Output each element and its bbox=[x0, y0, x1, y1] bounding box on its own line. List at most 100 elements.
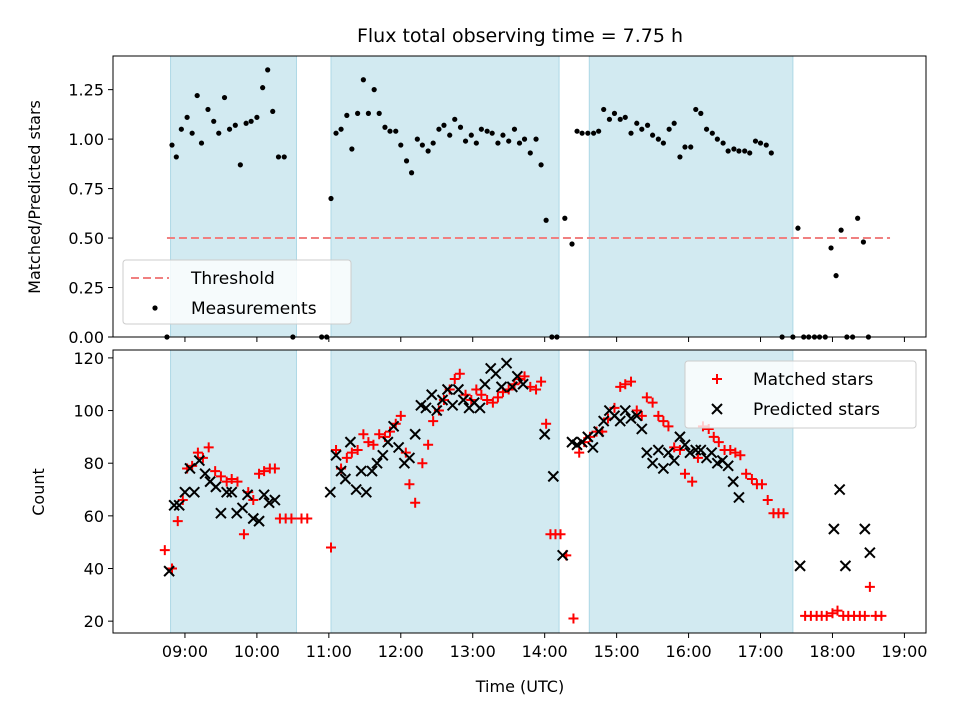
x-tick-label: 12:00 bbox=[378, 642, 424, 661]
matched-star-point bbox=[248, 495, 259, 506]
predicted-star-point bbox=[431, 404, 443, 417]
measurement-point bbox=[260, 85, 266, 91]
y-tick-label: 120 bbox=[73, 349, 104, 368]
legend-marker-swatch bbox=[152, 305, 158, 311]
measurement-point bbox=[468, 132, 474, 138]
predicted-star-point bbox=[253, 515, 265, 527]
measurement-point bbox=[178, 126, 184, 132]
predicted-star-point bbox=[864, 546, 876, 559]
predicted-star-point bbox=[636, 423, 648, 435]
measurement-point bbox=[828, 245, 834, 251]
measurement-point bbox=[237, 162, 243, 168]
matched-star-point bbox=[363, 437, 374, 448]
matched-star-point bbox=[658, 416, 669, 427]
y-tick-label: 1.00 bbox=[68, 130, 104, 149]
measurement-point bbox=[349, 146, 355, 152]
matched-star-point bbox=[636, 410, 647, 421]
x-tick-label: 14:00 bbox=[522, 642, 568, 661]
predicted-star-point bbox=[684, 446, 696, 459]
matched-star-point bbox=[568, 613, 579, 624]
measurement-point bbox=[757, 140, 764, 146]
matched-star-point bbox=[352, 445, 363, 456]
matched-star-point bbox=[725, 445, 736, 456]
measurement-point bbox=[281, 154, 287, 160]
predicted-star-point bbox=[727, 475, 739, 488]
measurement-point bbox=[731, 146, 737, 152]
measurement-point bbox=[457, 124, 464, 130]
plot-frame bbox=[112, 349, 927, 634]
ratio-panel: 0.00 0.25 0.50 0.75 1.00 1.25 Threshold Measure… bbox=[68, 55, 927, 347]
measurement-point bbox=[403, 158, 410, 164]
predicted-star-point bbox=[441, 383, 454, 396]
matched-star-point bbox=[172, 516, 183, 527]
measurement-point bbox=[639, 126, 645, 132]
matched-star-point bbox=[756, 479, 767, 490]
predicted-star-point bbox=[646, 457, 659, 469]
predicted-star-point bbox=[339, 473, 352, 485]
predicted-star-point bbox=[695, 444, 707, 456]
matched-star-point bbox=[471, 384, 482, 395]
measurement-point bbox=[430, 140, 436, 146]
matched-star-point bbox=[454, 368, 465, 379]
matched-star-point bbox=[346, 447, 357, 458]
measurement-point bbox=[833, 273, 839, 279]
measurement-point bbox=[376, 110, 382, 116]
matched-star-point bbox=[620, 379, 631, 390]
matched-star-point bbox=[192, 447, 203, 458]
measurement-point bbox=[387, 128, 393, 134]
matched-star-point bbox=[746, 473, 757, 484]
chart-title: Flux total observing time = 7.75 h bbox=[357, 25, 683, 47]
measurement-point bbox=[328, 195, 334, 202]
observing-interval-band bbox=[330, 55, 560, 338]
measurement-point bbox=[606, 116, 613, 122]
measurement-point bbox=[860, 239, 867, 245]
predicted-star-point bbox=[366, 465, 378, 477]
predicted-star-point bbox=[193, 454, 206, 467]
predicted-star-point bbox=[173, 499, 185, 512]
measurement-point bbox=[634, 120, 640, 126]
matched-star-point bbox=[358, 429, 369, 440]
y-tick-label: 0.00 bbox=[68, 328, 104, 347]
x-tick-label: 18:00 bbox=[809, 642, 855, 661]
predicted-star-point bbox=[377, 449, 389, 462]
measurement-point bbox=[569, 241, 575, 247]
measurement-point bbox=[221, 94, 228, 101]
measurement-point bbox=[414, 136, 420, 142]
matched-star-point bbox=[417, 458, 428, 469]
x-tick-label: 15:00 bbox=[594, 642, 640, 661]
predicted-star-point bbox=[625, 412, 637, 425]
predicted-star-point bbox=[436, 394, 449, 406]
measurement-point bbox=[747, 150, 753, 156]
measurement-point bbox=[393, 128, 399, 134]
predicted-star-point bbox=[619, 404, 631, 417]
matched-star-point bbox=[876, 610, 887, 621]
matched-star-point bbox=[487, 397, 498, 408]
measurement-point bbox=[516, 140, 523, 146]
measurement-point bbox=[211, 118, 217, 124]
predicted-star-point bbox=[652, 444, 665, 456]
measurement-point bbox=[666, 126, 672, 132]
measurement-point bbox=[601, 106, 607, 113]
predicted-star-point bbox=[490, 367, 502, 380]
measurement-point bbox=[736, 148, 742, 154]
measurement-point bbox=[698, 110, 704, 116]
matched-star-point bbox=[778, 508, 789, 519]
predicted-star-point bbox=[226, 486, 238, 498]
measurement-point bbox=[441, 122, 447, 128]
predicted-star-point bbox=[597, 415, 610, 427]
predicted-star-point bbox=[360, 486, 372, 498]
predicted-star-point bbox=[446, 399, 459, 411]
measurement-point bbox=[216, 130, 222, 136]
predicted-star-point bbox=[220, 486, 233, 498]
matched-star-point bbox=[832, 605, 843, 616]
matched-star-point bbox=[395, 410, 406, 421]
y-tick-label: 80 bbox=[84, 454, 104, 473]
predicted-star-point bbox=[506, 381, 519, 393]
measurement-point bbox=[742, 148, 748, 154]
measurement-point bbox=[194, 92, 200, 99]
measurement-point bbox=[527, 150, 533, 156]
matched-star-point bbox=[410, 497, 421, 508]
measurement-point bbox=[703, 126, 710, 132]
measurement-point bbox=[506, 138, 512, 144]
